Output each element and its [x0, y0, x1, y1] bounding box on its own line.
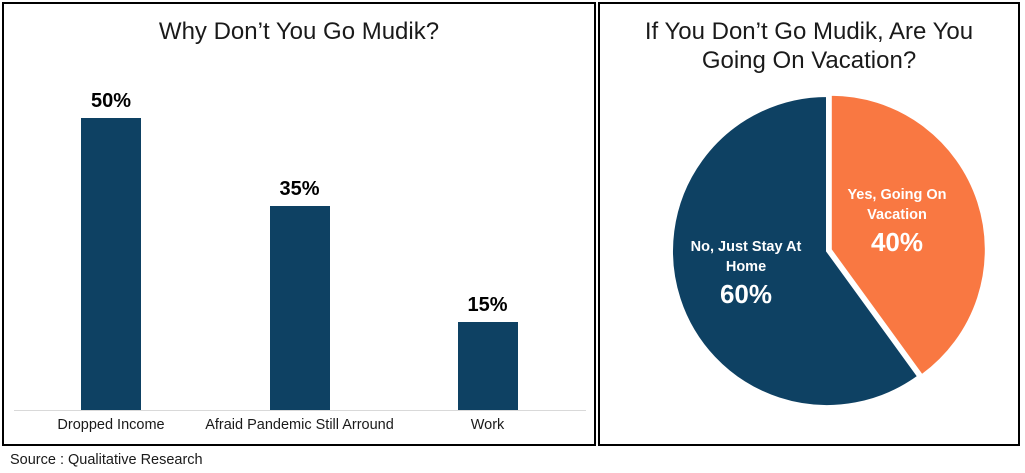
pie-label-yes-line-1: Yes, Going On [847, 187, 947, 203]
bar-value-label: 35% [279, 178, 320, 200]
bar-category-label: Work [470, 417, 505, 433]
bar [457, 322, 518, 410]
pie-slice [671, 94, 920, 407]
bar-category-label: Afraid Pandemic Still Arround [205, 417, 394, 433]
pie-label-no-line-1: No, Just Stay At [690, 239, 802, 255]
pie-label-yes-line-2: Vacation [867, 207, 927, 223]
pie-label-yes: Yes, Going On Vacation 40% [822, 185, 972, 258]
bar-chart-title: Why Don’t You Go Mudik? [158, 18, 440, 45]
bar-plot-area: 50% Dropped Income 35% Afraid Pandemic Stil… [4, 4, 594, 444]
bar-value-label: 50% [90, 90, 132, 112]
pie-chart-panel: If You Don’t Go Mudik, Are You Going On … [598, 2, 1020, 446]
pie-plot-area: Yes, Going On Vacation 40% No, Just Stay… [600, 4, 1018, 444]
bar-chart-panel: Why Don’t You Go Mudik? 50% Dropped Incom… [2, 2, 596, 446]
pie-label-no: No, Just Stay At Home 60% [671, 237, 821, 310]
bar [269, 206, 330, 410]
pie-title-line-1: If You Don’t Go Mudik, Are You [644, 18, 974, 45]
bar-category-label: Dropped Income [57, 417, 165, 433]
bar [81, 118, 141, 410]
x-axis-line [14, 410, 586, 411]
pie-chart-title: If You Don’t Go Mudik, Are You Going On … [600, 4, 1018, 75]
source-note: Source : Qualitative Research [10, 452, 203, 468]
pie-slice [829, 93, 987, 377]
pie-chart-graphic [671, 93, 987, 407]
pie-title-line-2: Going On Vacation? [701, 47, 917, 74]
pie-value-yes: 40% [870, 227, 924, 257]
pie-label-no-line-2: Home [725, 259, 767, 275]
bar-value-label: 15% [467, 294, 508, 316]
pie-value-no: 60% [719, 279, 773, 309]
